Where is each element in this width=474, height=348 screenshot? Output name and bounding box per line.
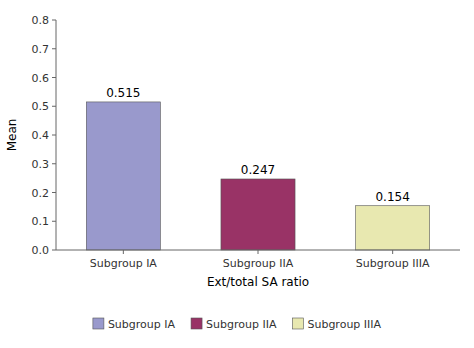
y-tick-label: 0.2 — [32, 187, 50, 200]
x-tick-label: Subgroup IIIA — [356, 257, 430, 270]
y-tick-label: 0.5 — [32, 100, 50, 113]
x-tick — [258, 250, 259, 254]
y-tick-label: 0.0 — [32, 244, 50, 257]
y-tick — [52, 250, 56, 251]
x-tick-label: Subgroup IIA — [223, 257, 294, 270]
data-label: 0.247 — [241, 163, 275, 177]
y-tick — [52, 48, 56, 49]
y-tick — [52, 135, 56, 136]
y-tick — [52, 163, 56, 164]
bar — [221, 179, 295, 250]
bar — [356, 206, 430, 250]
data-label: 0.515 — [106, 86, 140, 100]
y-tick-label: 0.7 — [32, 43, 50, 56]
x-tick — [392, 250, 393, 254]
bar — [86, 102, 160, 250]
y-tick — [52, 221, 56, 222]
y-axis — [56, 20, 57, 250]
y-tick-label: 0.4 — [32, 129, 50, 142]
x-axis-label: Ext/total SA ratio — [207, 275, 309, 289]
y-tick — [52, 192, 56, 193]
y-tick — [52, 77, 56, 78]
data-label: 0.154 — [375, 190, 409, 204]
y-tick-label: 0.1 — [32, 215, 50, 228]
legend-label: Subgroup IA — [108, 318, 176, 331]
legend: Subgroup IA Subgroup IIA Subgroup IIIA — [93, 318, 382, 331]
x-tick — [123, 250, 124, 254]
legend-swatch — [292, 318, 303, 329]
y-tick-label: 0.3 — [32, 158, 50, 171]
x-tick-label: Subgroup IA — [90, 257, 158, 270]
chart: 0.0 0.1 0.2 0.3 0.4 0.5 0.6 0.7 0.8 0.515 0.247 0.1… — [0, 0, 474, 348]
legend-swatch — [191, 318, 202, 329]
y-tick — [52, 106, 56, 107]
y-axis-label: Mean — [5, 119, 19, 152]
y-tick-label: 0.6 — [32, 72, 50, 85]
y-tick — [52, 20, 56, 21]
legend-label: Subgroup IIIA — [307, 318, 381, 331]
y-tick-label: 0.8 — [32, 14, 50, 27]
legend-swatch — [93, 318, 104, 329]
legend-label: Subgroup IIA — [206, 318, 277, 331]
